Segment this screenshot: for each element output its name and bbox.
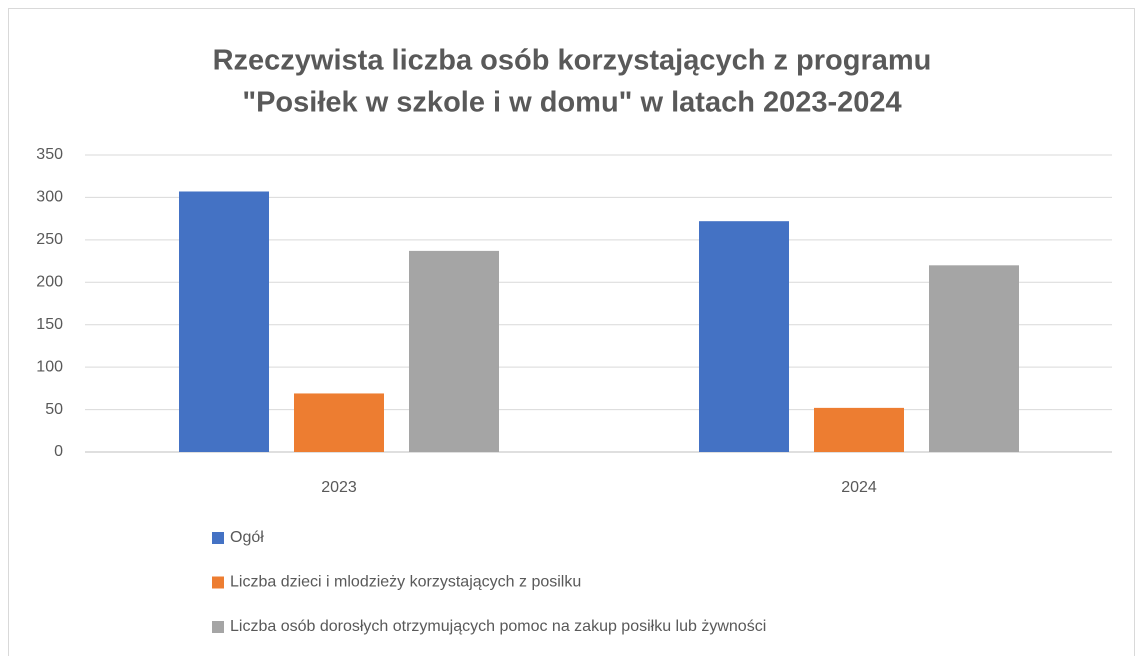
chart-title: "Posiłek w szkole i w domu" w latach 202…: [242, 87, 901, 119]
legend-swatch: [212, 532, 224, 544]
y-tick-label: 200: [36, 274, 63, 291]
bar: [814, 407, 904, 452]
y-tick-label: 350: [36, 146, 63, 163]
y-tick-label: 50: [45, 401, 63, 418]
y-tick-label: 0: [54, 443, 63, 460]
bar: [179, 191, 269, 452]
y-tick-label: 150: [36, 316, 63, 333]
bar: [409, 250, 499, 452]
bar: [699, 221, 789, 452]
legend-swatch: [212, 576, 224, 589]
bar: [929, 265, 1019, 452]
bar: [294, 393, 384, 452]
y-tick-label: 250: [36, 231, 63, 248]
x-tick-label: 2023: [321, 479, 357, 496]
legend-swatch: [212, 621, 224, 633]
legend-label: Liczba osób dorosłych otrzymujących pomo…: [230, 618, 766, 635]
legend-label: Ogół: [230, 529, 264, 546]
x-tick-label: 2024: [841, 479, 877, 496]
y-tick-label: 300: [36, 189, 63, 206]
legend-label: Liczba dzieci i mlodzieży korzystających…: [230, 574, 581, 591]
y-tick-label: 100: [36, 358, 63, 375]
chart-title: Rzeczywista liczba osób korzystających z…: [213, 45, 932, 77]
